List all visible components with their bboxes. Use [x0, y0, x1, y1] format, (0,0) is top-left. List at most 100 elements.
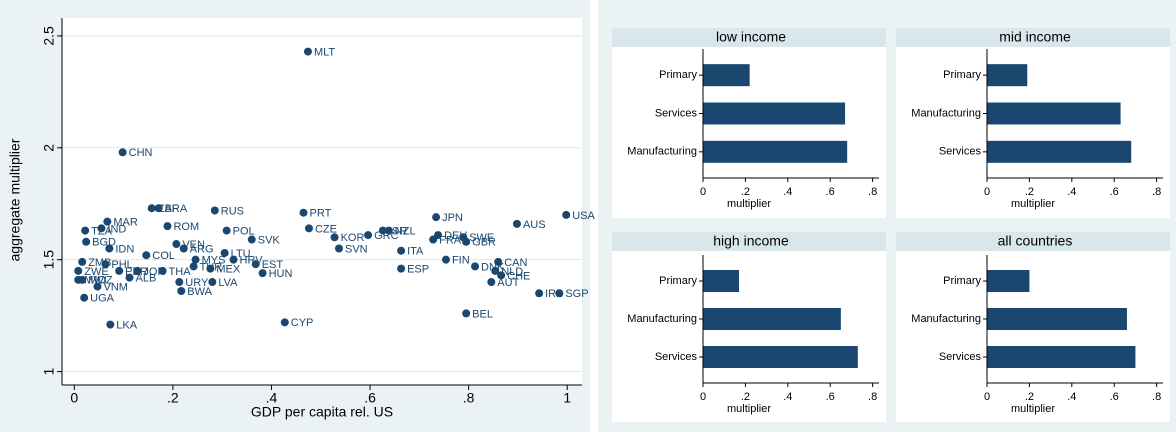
point-label: MLT: [314, 46, 335, 58]
point: [471, 262, 480, 271]
point-label: BRA: [165, 203, 188, 215]
point: [189, 262, 198, 271]
point: [397, 246, 406, 255]
y-tick-label: Services: [939, 351, 982, 363]
point: [429, 235, 438, 244]
point: [118, 148, 127, 157]
point: [74, 266, 83, 275]
point-label: SWE: [469, 232, 494, 244]
point-label: FIN: [452, 255, 470, 267]
bar: [987, 270, 1030, 292]
panel-title: low income: [716, 29, 786, 45]
point: [303, 47, 312, 56]
point: [78, 257, 87, 266]
x-tick-label: .6: [826, 186, 835, 198]
x-tick-label: 0: [984, 391, 990, 403]
point: [441, 255, 450, 264]
x-axis-label: GDP per capita rel. US: [251, 404, 393, 420]
x-tick-label: .2: [741, 391, 750, 403]
point-label: SGP: [565, 288, 588, 300]
point: [487, 278, 496, 287]
y-tick-label: Services: [939, 146, 982, 158]
bar: [703, 140, 848, 163]
x-axis-label: multiplier: [727, 403, 771, 415]
point-label: SVK: [258, 234, 281, 246]
x-tick-label: .6: [1110, 391, 1119, 403]
y-tick-label: Manufacturing: [627, 313, 697, 325]
point-label: CYP: [291, 317, 314, 329]
panel-title-strip: [612, 232, 886, 251]
x-tick-label: 0: [700, 186, 706, 198]
point-label: NZL: [395, 225, 416, 237]
point-label: USA: [572, 210, 595, 222]
point-label: NLD: [501, 266, 523, 278]
point: [220, 248, 229, 257]
point-label: CZE: [315, 223, 337, 235]
point: [397, 264, 406, 273]
y-tick-label: Primary: [943, 275, 981, 287]
point-label: THA: [169, 266, 192, 278]
point-label: POL: [233, 225, 255, 237]
point-label: SVN: [345, 243, 368, 255]
point: [172, 240, 181, 249]
point-label: ZWE: [84, 266, 108, 278]
bar: [987, 308, 1127, 330]
y-tick-label: 2.5: [41, 26, 57, 46]
point: [115, 266, 124, 275]
x-tick-label: .4: [266, 390, 278, 406]
point-label: MEX: [216, 264, 241, 276]
point-label: ARG: [190, 243, 214, 255]
x-tick-label: .8: [463, 390, 475, 406]
point-label: JPN: [442, 212, 463, 224]
bar: [987, 102, 1121, 125]
y-axis-label: aggregate multiplier: [7, 138, 23, 261]
point: [555, 289, 564, 298]
point-label: RUS: [221, 205, 244, 217]
y-tick-label: Manufacturing: [627, 146, 697, 158]
point: [101, 260, 110, 269]
point-label: CAN: [504, 257, 527, 269]
point-label: MAR: [113, 217, 138, 229]
x-axis-label: multiplier: [1011, 198, 1055, 210]
point: [462, 237, 471, 246]
x-tick-label: .8: [1152, 186, 1161, 198]
point-label: CHE: [507, 270, 530, 282]
point-label: FRA: [439, 234, 462, 246]
point-label: HUN: [269, 268, 293, 280]
y-tick-label: 1: [41, 367, 57, 375]
y-tick-label: 1.5: [41, 250, 57, 270]
panel-title-strip: [896, 232, 1170, 251]
bar: [703, 346, 858, 368]
point-label: EST: [262, 259, 284, 271]
point-label: TUR: [200, 261, 223, 273]
point: [154, 204, 163, 213]
bar: [987, 140, 1132, 163]
x-tick-label: .2: [167, 390, 179, 406]
point-label: AUS: [523, 219, 546, 231]
point: [80, 293, 89, 302]
point: [158, 266, 167, 275]
y-tick-label: Services: [655, 351, 698, 363]
point-label: COL: [152, 250, 175, 262]
x-tick-label: 0: [70, 390, 78, 406]
point-label: VEN: [182, 239, 205, 251]
point: [105, 244, 114, 253]
point: [335, 244, 344, 253]
point: [163, 222, 172, 231]
point: [562, 210, 571, 219]
point-label: ALB: [136, 272, 157, 284]
x-tick-label: .6: [826, 391, 835, 403]
bar: [987, 346, 1136, 368]
point: [330, 233, 339, 242]
point-label: ISR: [389, 225, 407, 237]
point: [535, 289, 544, 298]
point: [177, 287, 186, 296]
point: [229, 255, 238, 264]
point: [147, 204, 156, 213]
x-tick-label: 1: [563, 390, 571, 406]
point: [247, 235, 256, 244]
point: [364, 231, 373, 240]
point-label: VNM: [103, 281, 127, 293]
point: [106, 320, 115, 329]
panel-title: high income: [713, 233, 789, 249]
